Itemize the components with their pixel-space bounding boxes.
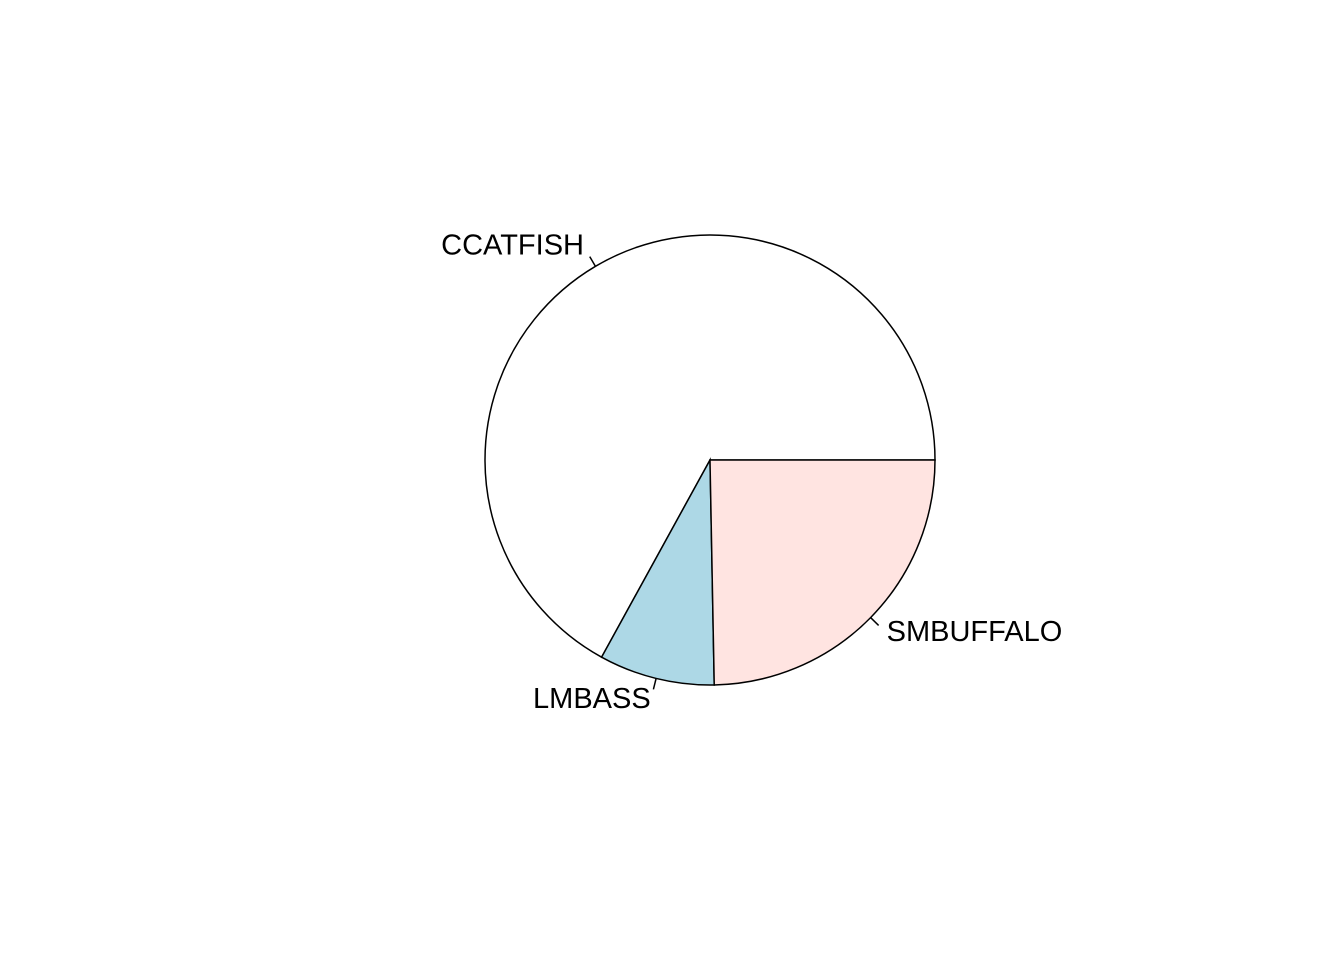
pie-label-tick-smbuffalo [870, 617, 880, 627]
pie-label-tick-lmbass [652, 678, 657, 690]
pie-label-smbuffalo: SMBUFFALO [887, 616, 1063, 648]
pie-label-ccatfish: CCATFISH [441, 230, 584, 262]
pie-slices [484, 234, 936, 686]
pie-slice-smbuffalo [709, 459, 936, 686]
pie-labels: CCATFISH LMBASS SMBUFFALO [441, 230, 1062, 715]
pie-label-tick-ccatfish [589, 256, 597, 267]
pie-slice-ccatfish [484, 234, 936, 659]
pie-label-ticks [589, 256, 880, 690]
pie-label-lmbass: LMBASS [533, 683, 651, 715]
